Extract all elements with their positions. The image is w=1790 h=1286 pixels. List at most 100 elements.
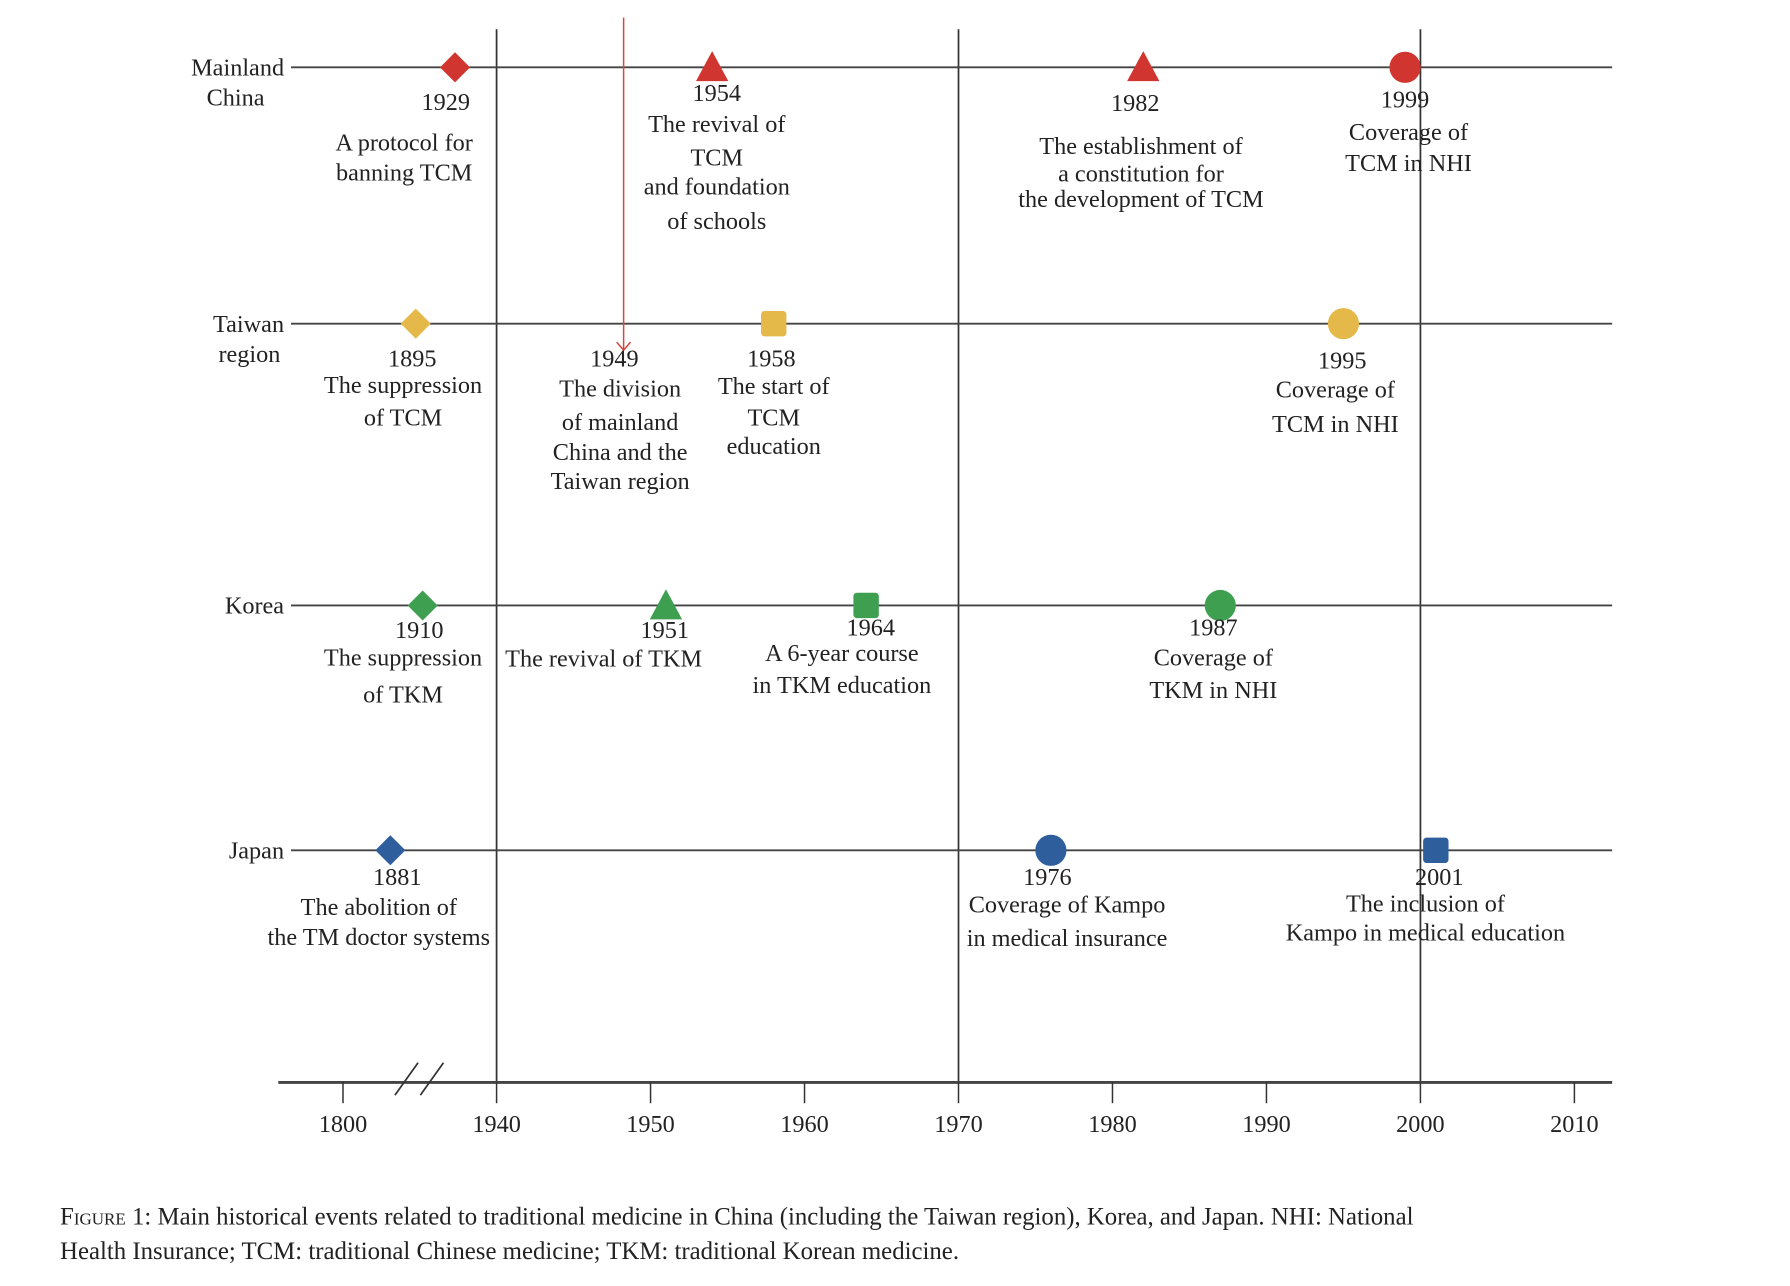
square-marker — [761, 310, 787, 337]
tick-label: 1950 — [626, 1111, 675, 1138]
tick-label: 1970 — [934, 1111, 983, 1138]
event-description-line: education — [727, 433, 821, 460]
triangle-marker — [1127, 51, 1160, 82]
event-description-line: The suppression — [324, 645, 482, 672]
event-1929: 1929 A protocol for banning TCM — [335, 52, 473, 186]
event-description-line: of schools — [667, 208, 766, 235]
event-description-line: Coverage of Kampo — [969, 892, 1166, 919]
event-year: 1958 — [747, 345, 796, 372]
event-description-line: the development of TCM — [1018, 186, 1263, 213]
event-year: 1881 — [373, 864, 422, 891]
row-label: Taiwan region — [213, 311, 284, 368]
axis-break-mark — [394, 1062, 419, 1096]
event-description-line: China and the — [553, 439, 688, 466]
triangle-marker — [695, 51, 729, 82]
circle-marker — [1327, 308, 1360, 340]
event-description-line: TCM — [747, 404, 800, 431]
row-label-line: China — [207, 84, 265, 111]
event-year: 1929 — [422, 89, 470, 116]
event-description-line: Taiwan region — [551, 468, 690, 495]
event-year: 1951 — [641, 617, 689, 644]
event-description-line: Kampo in medical education — [1286, 919, 1565, 946]
event-1999: 1999 Coverage of TCM in NHI — [1345, 51, 1472, 177]
event-description-line: The abolition of — [301, 894, 458, 921]
event-year: 1949 — [590, 345, 639, 372]
event-year: 2001 — [1415, 864, 1464, 891]
event-description-line: banning TCM — [336, 159, 472, 186]
circle-marker — [1204, 589, 1236, 622]
row-label-line: Mainland — [191, 54, 284, 81]
event-description-line: The revival of TKM — [505, 646, 702, 673]
tick-label: 1800 — [319, 1111, 368, 1138]
circle-marker — [1389, 51, 1421, 83]
row-label: Japan — [229, 837, 284, 864]
event-description-line: and foundation — [644, 173, 790, 200]
event-description-line: TCM in NHI — [1345, 150, 1472, 177]
event-year: 1910 — [395, 617, 444, 644]
event-description-line: Coverage of — [1154, 645, 1274, 672]
row-label: Mainland China — [191, 54, 284, 111]
event-description-line: of TKM — [363, 681, 443, 708]
event-year: 1982 — [1111, 90, 1160, 117]
event-description-line: TCM in NHI — [1272, 411, 1399, 438]
tick-label: 2010 — [1550, 1111, 1599, 1138]
caption-prefix: Figure 1 — [60, 1203, 144, 1230]
x-axis: 1800 1940 1950 1960 1970 1980 1990 2000 2010 — [278, 1062, 1613, 1138]
row-label-line: Taiwan — [213, 311, 284, 338]
event-description-line: a constitution for — [1058, 161, 1224, 188]
square-marker — [1423, 837, 1449, 863]
event-description-line: The suppression — [324, 372, 482, 399]
event-description-line: of TCM — [364, 404, 442, 431]
event-description-line: Coverage of — [1349, 119, 1469, 146]
event-description-line: The division — [559, 375, 681, 402]
event-year: 1999 — [1381, 87, 1429, 114]
event-year: 1895 — [388, 345, 437, 372]
event-description-line: in TKM education — [753, 672, 932, 699]
event-layer: 1929 A protocol for banning TCM 1954 The rev… — [268, 17, 1565, 952]
caption-text: : Main historical events related to trad… — [144, 1203, 1413, 1230]
triangle-marker — [649, 589, 683, 620]
axis-break-mark — [419, 1062, 445, 1096]
event-year: 1954 — [693, 80, 741, 107]
row-label-line: region — [218, 341, 280, 368]
event-year: 1976 — [1023, 864, 1072, 891]
tick-label: 1940 — [472, 1111, 521, 1138]
grid-layer — [495, 29, 1422, 1083]
tick-label: 2000 — [1396, 1111, 1445, 1138]
event-description-line: The inclusion of — [1346, 890, 1506, 917]
row-label-line: Japan — [229, 837, 284, 864]
event-description-line: TCM — [690, 144, 743, 171]
diamond-marker — [375, 835, 406, 866]
event-year: 1995 — [1318, 348, 1367, 375]
event-year: 1964 — [846, 614, 895, 641]
event-description-line: of mainland — [562, 409, 679, 436]
figure-caption-line-2: Health Insurance; TCM: traditional Chine… — [60, 1238, 959, 1265]
circle-marker — [1035, 834, 1067, 866]
event-year: 1987 — [1189, 614, 1238, 641]
row-label: Korea — [225, 593, 284, 620]
event-1949: 1949 The division of mainland China and the… — [551, 17, 690, 495]
event-description-line: The start of — [718, 373, 831, 400]
event-1881: 1881 The abolition of the TM doctor system… — [268, 835, 491, 951]
diamond-marker — [439, 52, 471, 83]
event-description-line: Coverage of — [1276, 377, 1396, 404]
event-1982: 1982 The establishment ofa constitution f… — [1018, 51, 1264, 213]
figure-caption-line-1: Figure 1: Main historical events related… — [60, 1203, 1414, 1230]
arrow-head — [616, 341, 632, 352]
event-description-line: TKM in NHI — [1149, 677, 1277, 704]
tick-label: 1990 — [1242, 1111, 1291, 1138]
event-description-line: The revival of — [648, 111, 786, 138]
event-description-line: the TM doctor systems — [268, 924, 491, 951]
event-description-line: A protocol for — [335, 129, 472, 156]
event-description-line: The establishment of — [1039, 133, 1243, 160]
